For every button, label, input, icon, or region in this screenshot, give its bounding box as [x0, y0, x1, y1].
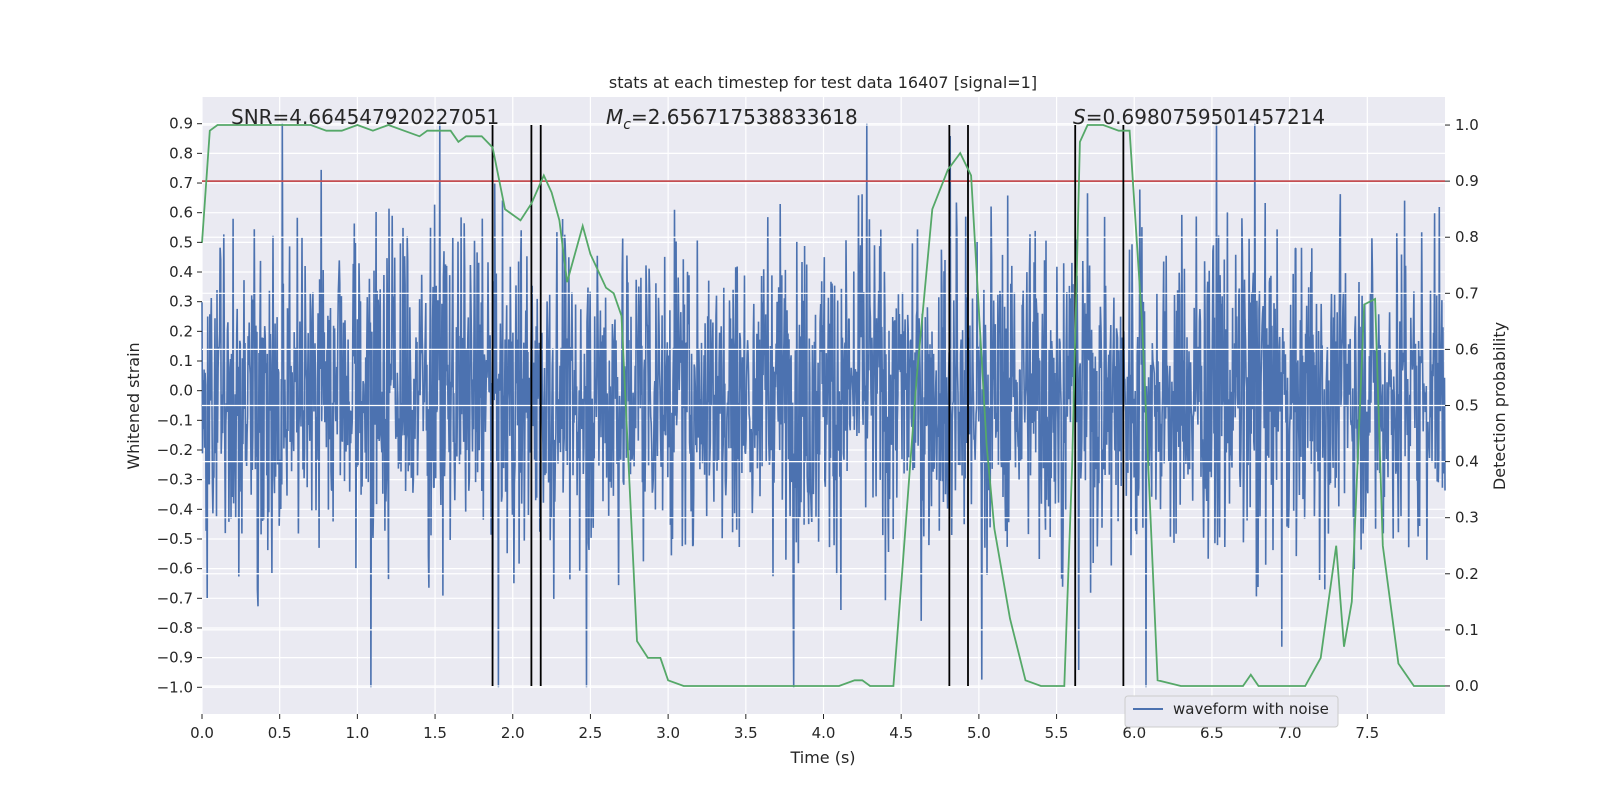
y-right-tick-label: 0.9: [1455, 172, 1479, 190]
x-tick-label: 7.5: [1355, 724, 1379, 742]
x-tick-label: 2.5: [579, 724, 603, 742]
y-right-tick-label: 0.2: [1455, 565, 1479, 583]
snr-annotation: SNR=4.664547920227051: [231, 105, 499, 129]
y-axis-left-label: Whitened strain: [124, 342, 143, 469]
chirp-mass-value: =2.656717538833618: [631, 105, 858, 129]
chart-title: stats at each timestep for test data 164…: [609, 73, 1037, 92]
y-left-tick-label: 0.1: [169, 352, 193, 370]
y-right-tick-label: 0.8: [1455, 228, 1479, 246]
y-right-tick-label: 1.0: [1455, 116, 1479, 134]
y-right-tick-label: 0.1: [1455, 621, 1479, 639]
detection-probability-line: [201, 124, 1445, 687]
y-axis-right-label: Detection probability: [1490, 322, 1509, 490]
x-tick-label: 4.0: [812, 724, 836, 742]
event-lines: [491, 125, 1125, 686]
x-axis-ticks: 0.0 0.5 1.0 1.5 2.0 2.5 3.0 3.5 4.0 4.5 5.0 5.5 6.0 6…: [190, 714, 1379, 742]
y-left-tick-label: −1.0: [157, 678, 193, 696]
x-tick-label: 7.0: [1278, 724, 1302, 742]
x-tick-label: 0.0: [190, 724, 214, 742]
y-left-tick-label: −0.6: [157, 560, 193, 578]
y-left-tick-label: −0.5: [157, 530, 193, 548]
y-right-tick-label: 0.3: [1455, 509, 1479, 527]
y-left-tick-label: 0.0: [169, 382, 193, 400]
x-tick-label: 3.5: [734, 724, 758, 742]
y-right-tick-label: 0.7: [1455, 284, 1479, 302]
legend-box: [1124, 695, 1339, 728]
y-left-tick-label: −0.1: [157, 411, 193, 429]
detection-probability-series: [201, 124, 1445, 687]
y-left-tick-label: −0.8: [157, 619, 193, 637]
x-axis-label: Time (s): [789, 748, 855, 767]
x-tick-label: 3.0: [656, 724, 680, 742]
y-left-tick-label: 0.8: [169, 144, 193, 162]
x-tick-label: 6.5: [1200, 724, 1224, 742]
chirp-mass-annotation: Mc=2.656717538833618: [606, 105, 858, 133]
s-value: =0.6980759501457214: [1086, 105, 1325, 129]
x-tick-label: 0.5: [268, 724, 292, 742]
y-left-tick-label: 0.5: [169, 233, 193, 251]
y-left-tick-label: −0.2: [157, 441, 193, 459]
y-left-tick-label: −0.9: [157, 649, 193, 667]
y-axis-left-ticks: 0.9 0.8 0.7 0.6 0.5 0.4 0.3 0.2 0.1 0.0 −0.1 −0.2 −0…: [157, 115, 202, 696]
y-right-tick-label: 0.4: [1455, 453, 1479, 471]
y-left-tick-label: 0.9: [169, 115, 193, 133]
legend-label: waveform with noise: [1173, 700, 1329, 718]
y-right-tick-label: 0.0: [1455, 677, 1479, 695]
y-right-tick-label: 0.5: [1455, 397, 1479, 415]
y-left-tick-label: 0.3: [169, 293, 193, 311]
y-left-tick-label: 0.7: [169, 174, 193, 192]
y-axis-right-ticks: 1.0 0.9 0.8 0.7 0.6 0.5 0.4 0.3 0.2 0.1 0.0: [1445, 116, 1479, 695]
y-left-tick-label: 0.2: [169, 322, 193, 340]
x-tick-label: 2.0: [501, 724, 525, 742]
s-symbol: S: [1073, 105, 1086, 129]
y-left-tick-label: 0.4: [169, 263, 193, 281]
y-right-tick-label: 0.6: [1455, 340, 1479, 358]
y-left-tick-label: −0.7: [157, 589, 193, 607]
chirp-mass-subscript: c: [623, 117, 631, 133]
x-tick-label: 1.0: [345, 724, 369, 742]
x-tick-label: 1.5: [423, 724, 447, 742]
y-left-tick-label: −0.4: [157, 500, 193, 518]
x-tick-label: 5.0: [967, 724, 991, 742]
x-tick-label: 4.5: [889, 724, 913, 742]
chirp-mass-symbol: M: [606, 105, 623, 129]
legend: waveform with noise: [1124, 695, 1339, 728]
x-tick-label: 5.5: [1045, 724, 1069, 742]
waveform-line: [201, 123, 1446, 688]
x-tick-label: 6.0: [1122, 724, 1146, 742]
y-left-tick-label: −0.3: [157, 471, 193, 489]
y-left-tick-label: 0.6: [169, 204, 193, 222]
s-annotation: S=0.6980759501457214: [1073, 105, 1325, 129]
